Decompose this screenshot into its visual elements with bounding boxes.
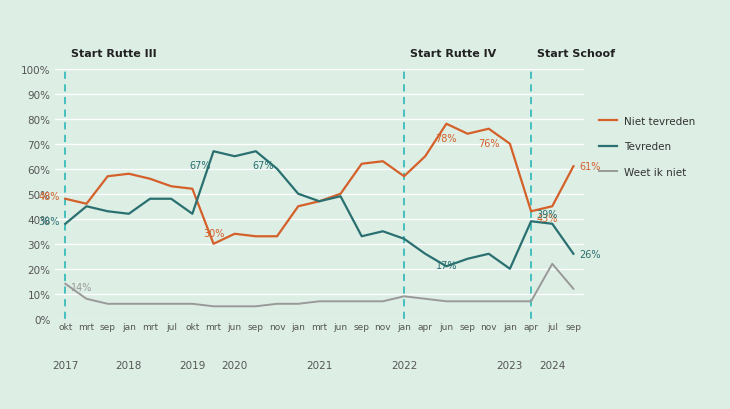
Text: 26%: 26% <box>579 249 601 259</box>
Text: 30%: 30% <box>203 228 224 238</box>
Text: 14%: 14% <box>71 282 92 292</box>
Text: 2022: 2022 <box>391 361 418 371</box>
Text: 2020: 2020 <box>222 361 247 371</box>
Text: 38%: 38% <box>39 216 60 227</box>
Text: 17%: 17% <box>436 261 457 270</box>
Legend: Niet tevreden, Tevreden, Weet ik niet: Niet tevreden, Tevreden, Weet ik niet <box>594 112 699 182</box>
Text: 2019: 2019 <box>179 361 206 371</box>
Text: 78%: 78% <box>436 133 457 143</box>
Text: 48%: 48% <box>39 191 60 202</box>
Text: 2017: 2017 <box>52 361 79 371</box>
Text: Start Rutte III: Start Rutte III <box>71 49 156 58</box>
Text: 2021: 2021 <box>306 361 333 371</box>
Text: Start Schoof: Start Schoof <box>537 49 615 58</box>
Text: 61%: 61% <box>579 162 600 172</box>
Text: 43%: 43% <box>537 213 558 224</box>
Text: 2024: 2024 <box>539 361 566 371</box>
Text: Start Rutte IV: Start Rutte IV <box>410 49 496 58</box>
Text: 67%: 67% <box>252 161 274 171</box>
Text: 2018: 2018 <box>115 361 142 371</box>
Text: 76%: 76% <box>478 138 499 148</box>
Text: 67%: 67% <box>189 161 210 171</box>
Text: 2023: 2023 <box>496 361 523 371</box>
Text: 39%: 39% <box>537 210 558 220</box>
